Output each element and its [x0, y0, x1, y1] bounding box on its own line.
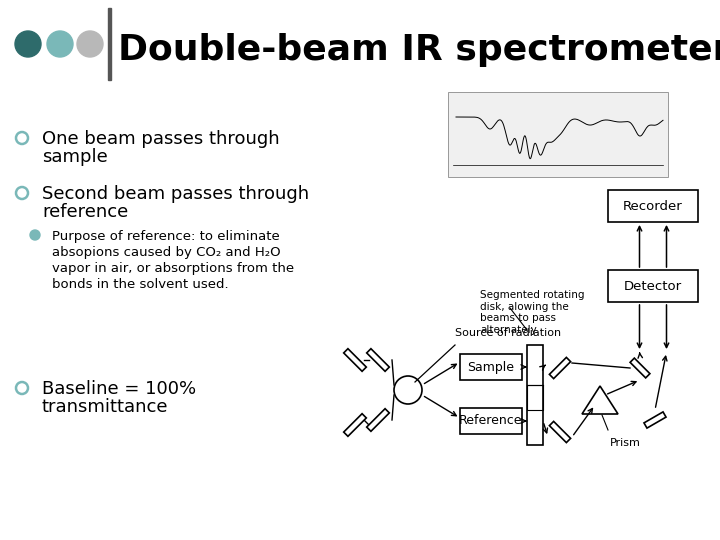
Polygon shape [644, 412, 666, 428]
Polygon shape [630, 358, 650, 378]
Text: Recorder: Recorder [623, 199, 683, 213]
Polygon shape [549, 421, 571, 443]
Text: sample: sample [42, 148, 108, 166]
Bar [108, 8, 111, 80]
Text: vapor in air, or absorptions from the: vapor in air, or absorptions from the [52, 262, 294, 275]
Bar [448, 92, 668, 177]
Circle shape [47, 31, 73, 57]
Bar [608, 190, 698, 222]
Text: Reference: Reference [459, 415, 523, 428]
Circle shape [30, 230, 40, 240]
Text: reference: reference [42, 203, 128, 221]
Bar [608, 270, 698, 302]
Text: Baseline = 100%: Baseline = 100% [42, 380, 196, 398]
Text: Sample: Sample [467, 361, 515, 374]
Bar [460, 408, 522, 434]
Circle shape [77, 31, 103, 57]
Bar [527, 385, 543, 410]
Polygon shape [343, 414, 366, 436]
Text: One beam passes through: One beam passes through [42, 130, 279, 148]
Bar [460, 354, 522, 380]
Text: Second beam passes through: Second beam passes through [42, 185, 309, 203]
Text: Source of radiation: Source of radiation [455, 328, 561, 338]
Polygon shape [549, 357, 571, 379]
Text: Segmented rotating
disk, alowing the
beams to pass
alternately.: Segmented rotating disk, alowing the bea… [480, 290, 585, 335]
Text: bonds in the solvent used.: bonds in the solvent used. [52, 278, 229, 291]
Text: Double-beam IR spectrometer: Double-beam IR spectrometer [118, 33, 720, 67]
Text: Detector: Detector [624, 280, 682, 293]
Polygon shape [343, 349, 366, 372]
Circle shape [15, 31, 41, 57]
Text: Prism: Prism [610, 438, 641, 448]
Bar [527, 345, 543, 445]
Text: Purpose of reference: to eliminate: Purpose of reference: to eliminate [52, 230, 280, 243]
Text: absopions caused by CO₂ and H₂O: absopions caused by CO₂ and H₂O [52, 246, 281, 259]
Text: transmittance: transmittance [42, 398, 168, 416]
Polygon shape [366, 409, 390, 431]
Polygon shape [366, 349, 390, 372]
